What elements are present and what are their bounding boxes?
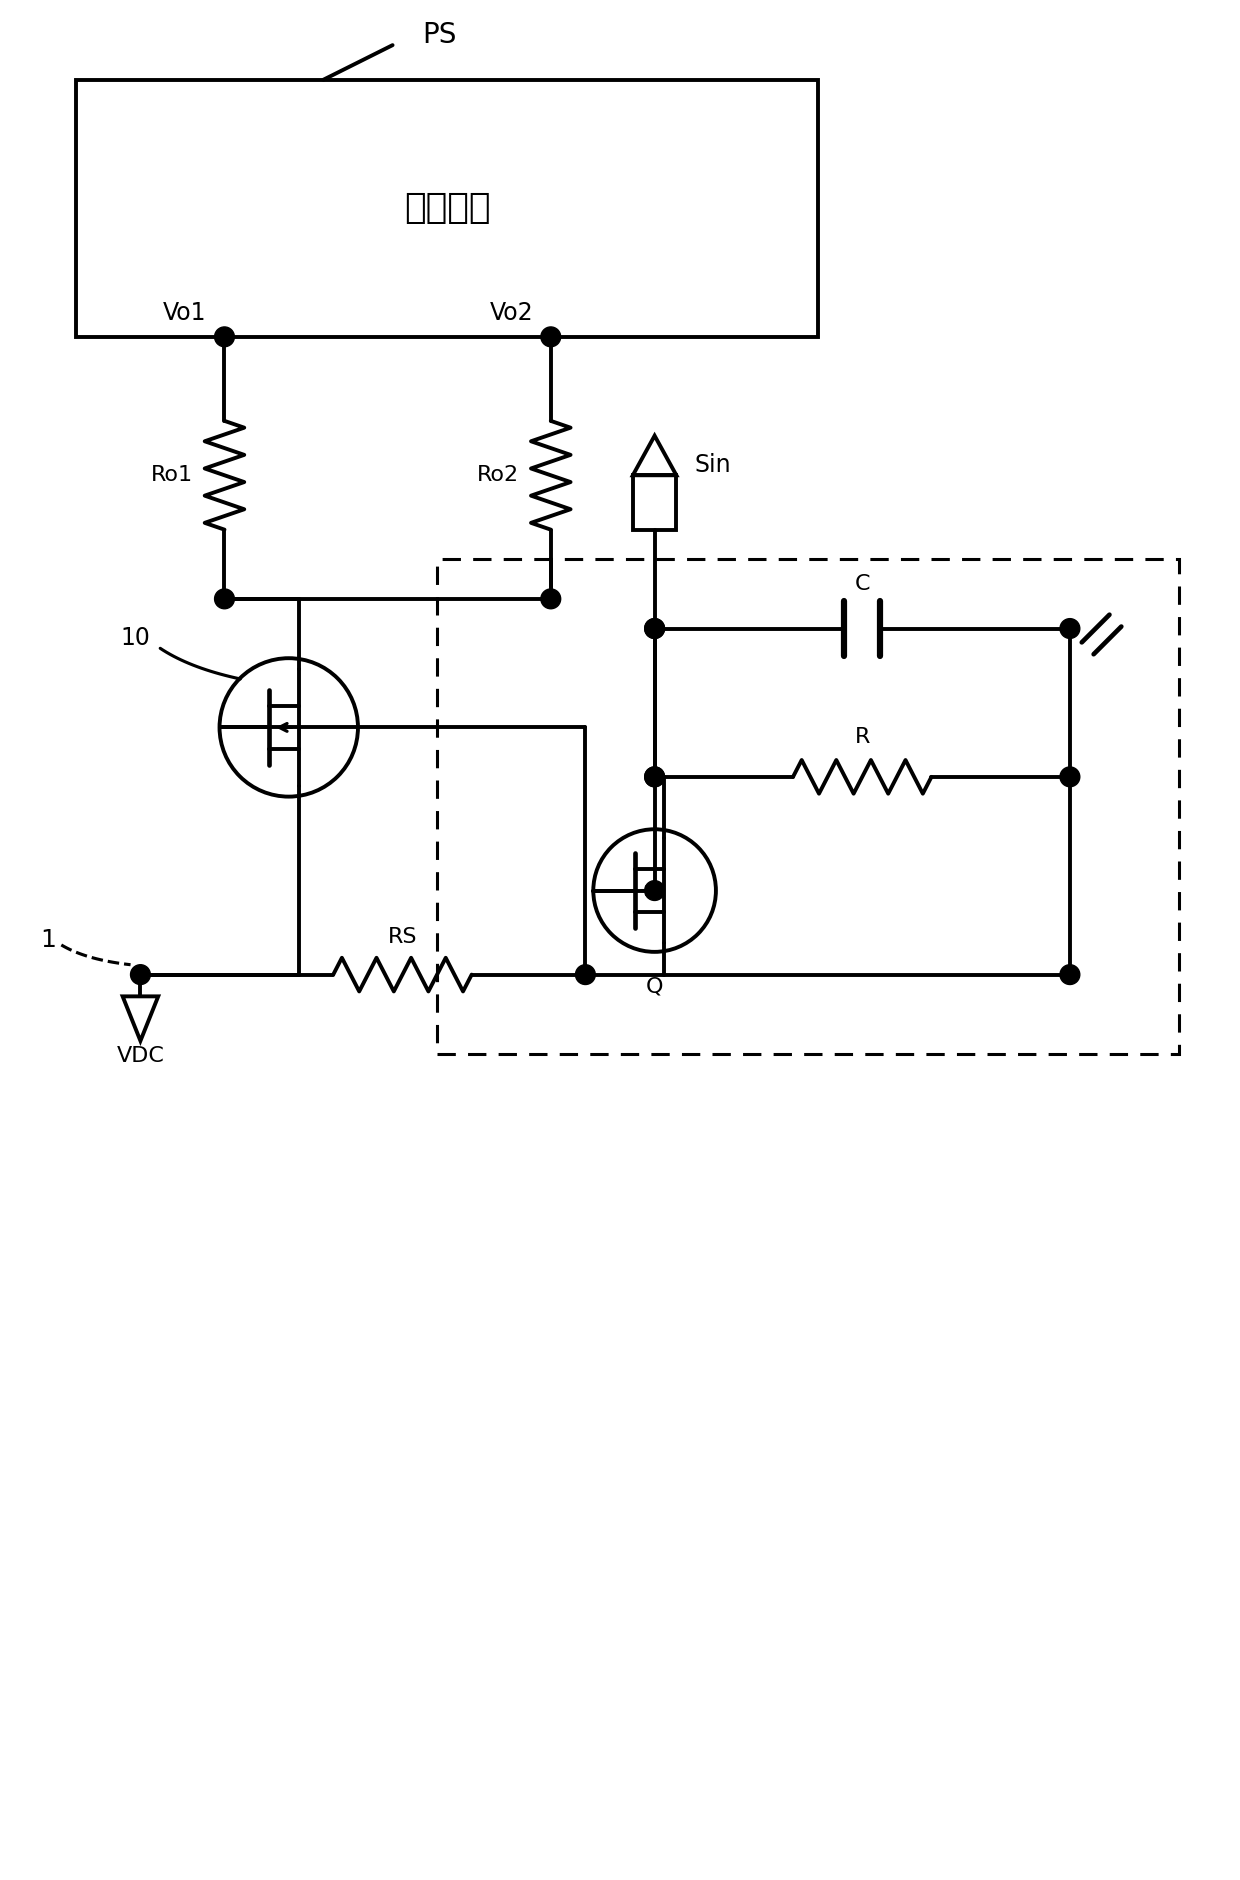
Circle shape	[215, 327, 234, 346]
Circle shape	[645, 767, 665, 786]
Text: Vo1: Vo1	[164, 301, 207, 325]
Bar	[76, 79, 817, 337]
Text: 10: 10	[120, 626, 150, 650]
Circle shape	[645, 619, 665, 639]
Circle shape	[645, 880, 665, 901]
Circle shape	[215, 588, 234, 609]
Bar	[436, 560, 1179, 1053]
Text: VDC: VDC	[117, 1045, 165, 1066]
Circle shape	[645, 767, 665, 786]
Circle shape	[1060, 619, 1080, 639]
Text: Ro1: Ro1	[151, 464, 193, 485]
Circle shape	[575, 964, 595, 985]
Circle shape	[541, 327, 560, 346]
Circle shape	[130, 964, 150, 985]
Text: Q: Q	[646, 976, 663, 996]
Text: C: C	[854, 573, 870, 594]
Bar	[632, 476, 676, 530]
Circle shape	[541, 588, 560, 609]
Text: 电子系统: 电子系统	[404, 192, 490, 226]
Text: 1: 1	[41, 929, 56, 951]
Text: Sin: Sin	[694, 453, 730, 478]
Text: PS: PS	[423, 21, 456, 49]
Circle shape	[1060, 964, 1080, 985]
Circle shape	[1060, 767, 1080, 786]
Text: RS: RS	[388, 927, 417, 948]
Circle shape	[645, 619, 665, 639]
Text: R: R	[854, 728, 870, 746]
Text: Vo2: Vo2	[490, 301, 533, 325]
Text: Ro2: Ro2	[477, 464, 520, 485]
